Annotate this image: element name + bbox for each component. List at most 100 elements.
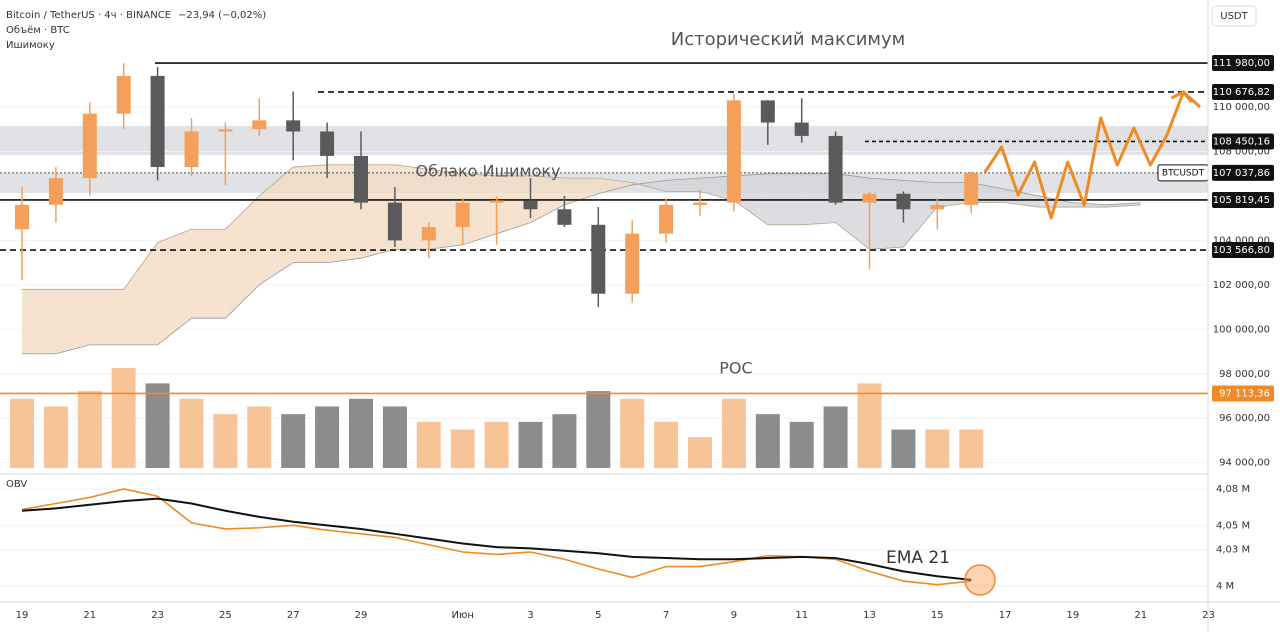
x-tick-label: 19 [1067, 610, 1080, 621]
candle-body [794, 122, 809, 136]
x-tick-label: 25 [219, 610, 232, 621]
candle-body [116, 75, 131, 114]
cloud-segment [259, 167, 294, 285]
candle-body [862, 193, 877, 203]
volume-bar [77, 391, 102, 468]
forecast-path [983, 90, 1202, 220]
cloud-segment [869, 178, 904, 250]
volume-bar [179, 398, 204, 468]
price-change: −23,94 (−0,02%) [178, 10, 266, 21]
volume-bar [484, 421, 509, 468]
candle-body [150, 75, 165, 168]
x-tick-label: 7 [663, 610, 669, 621]
annotation: POC [719, 359, 752, 378]
volume-bar [654, 421, 679, 468]
y-tick-label: 108 000,00 [1213, 146, 1270, 157]
x-tick-label: 29 [355, 610, 368, 621]
x-tick-label: 5 [595, 610, 601, 621]
cloud-segment [191, 229, 226, 319]
x-tick-label: 13 [863, 610, 876, 621]
cloud-segment [394, 164, 429, 250]
cloud-segment [598, 178, 633, 194]
annotation: Исторический максимум [671, 29, 905, 50]
candle-body [896, 193, 911, 210]
currency-box[interactable] [1211, 5, 1257, 27]
x-tick-label: Июн [451, 610, 473, 621]
level-label-box [1212, 55, 1274, 72]
y-tick-label: 104 000,00 [1213, 235, 1270, 246]
candle-body [489, 200, 504, 203]
candle-body [828, 135, 843, 203]
x-tick-label: 17 [999, 610, 1012, 621]
y-tick-label: 94 000,00 [1219, 458, 1270, 469]
level-label: 111 980,00 [1213, 58, 1270, 69]
candle-body [15, 204, 29, 230]
cloud-segment [496, 175, 531, 234]
cloud-segment [157, 229, 192, 345]
candle-body [252, 120, 267, 130]
x-tick-label: 3 [527, 610, 533, 621]
x-tick-label: 21 [1134, 610, 1147, 621]
volume-bar [620, 398, 645, 468]
level-label-box [1212, 83, 1274, 100]
price-zone [0, 126, 1208, 155]
cloud-segment [123, 242, 158, 345]
volume-bar [891, 429, 916, 468]
level-label: 105 819,45 [1213, 195, 1270, 206]
candle-body [286, 120, 301, 132]
cloud-segment [293, 164, 328, 263]
level-label-box [1212, 385, 1274, 402]
candle-body [48, 178, 63, 205]
candle-body [760, 100, 775, 123]
indicator-label: Ишимоку [6, 40, 55, 51]
cloud-segment [327, 164, 361, 263]
volume-bar [43, 406, 68, 468]
obv-line [21, 497, 972, 581]
y-tick-label: 110 000,00 [1213, 102, 1270, 113]
x-tick-label: 9 [731, 610, 737, 621]
candle-body [455, 202, 470, 228]
candle-body [354, 155, 368, 203]
x-tick-label: 11 [795, 610, 808, 621]
obv-tick-label: 4,03 M [1216, 545, 1250, 556]
candle-body [320, 131, 335, 156]
obv-label: OBV [6, 479, 27, 490]
cloud-segment [632, 180, 667, 192]
volume-bar [586, 391, 611, 468]
y-tick-label: 100 000,00 [1213, 324, 1270, 335]
forecast-arrowhead [1170, 90, 1193, 103]
cloud-segment [666, 178, 700, 192]
cloud-segment [700, 175, 734, 201]
top-layer: 110 000,00 108 000,00 104 000,00 102 000,00… [16, 29, 1274, 621]
currency: USDT [1220, 11, 1248, 22]
level-label: 103 566,80 [1213, 245, 1270, 256]
level-label-box [1212, 133, 1274, 150]
y-tick-label: 98 000,00 [1219, 369, 1270, 380]
indicator-label: Объём · BTC [6, 25, 70, 36]
cloud-segment [361, 164, 395, 259]
cloud-segment [564, 178, 599, 205]
obv-tick-label: 4,05 M [1216, 520, 1250, 531]
x-tick-label: 27 [287, 610, 300, 621]
volume-bar [281, 414, 306, 468]
candle-body [693, 202, 707, 205]
volume-bar [688, 437, 712, 468]
cloud-segment [1106, 202, 1141, 208]
level-label: 107 037,86 [1213, 168, 1270, 179]
y-tick-label: 96 000,00 [1219, 413, 1270, 424]
volume-bar [755, 414, 780, 468]
volume-bar [111, 368, 136, 468]
background-layer [0, 106, 1208, 587]
level-label: 108 450,16 [1213, 136, 1270, 147]
level-label: 110 676,82 [1213, 87, 1270, 98]
volume-bar [518, 421, 543, 468]
volume-bar [959, 429, 984, 468]
candle-body [218, 129, 233, 132]
chart-title: Bitcoin / TetherUS · 4ч · BINANCE [6, 10, 171, 21]
candle-body [930, 204, 945, 210]
volume-bar [382, 406, 407, 468]
cloud-segment [55, 289, 90, 354]
volume-bar [857, 383, 882, 468]
volume-bar [721, 398, 746, 468]
